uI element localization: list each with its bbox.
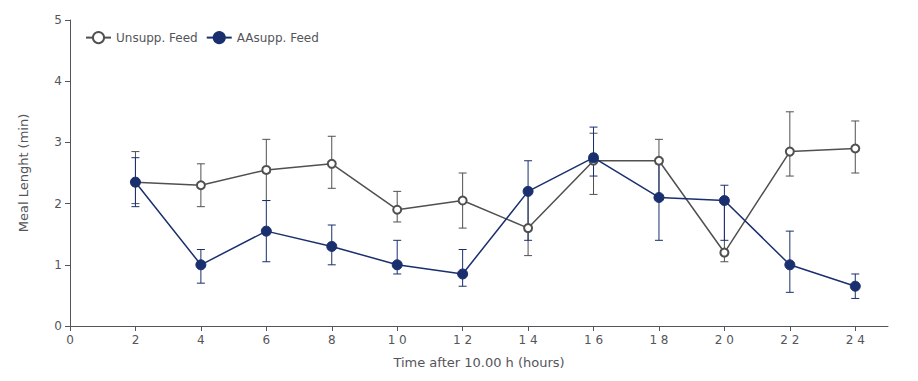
svg-text:2 0: 2 0	[715, 333, 734, 347]
svg-text:Time after 10.00 h (hours): Time after 10.00 h (hours)	[392, 355, 564, 370]
svg-text:1 6: 1 6	[584, 333, 603, 347]
svg-text:Unsupp. Feed: Unsupp. Feed	[116, 31, 198, 45]
svg-text:AAsupp. Feed: AAsupp. Feed	[237, 31, 319, 45]
svg-text:8: 8	[328, 333, 336, 347]
svg-text:4: 4	[54, 74, 62, 88]
svg-text:1 8: 1 8	[649, 333, 668, 347]
svg-text:1 0: 1 0	[388, 333, 407, 347]
svg-text:1 4: 1 4	[519, 333, 538, 347]
svg-text:2 2: 2 2	[780, 333, 799, 347]
svg-text:0: 0	[66, 333, 74, 347]
svg-text:6: 6	[262, 333, 270, 347]
svg-text:2 4: 2 4	[846, 333, 865, 347]
svg-text:2: 2	[54, 197, 62, 211]
svg-text:1: 1	[54, 258, 62, 272]
svg-text:3: 3	[54, 135, 62, 149]
svg-text:Meal Lenght (min): Meal Lenght (min)	[16, 114, 31, 233]
svg-text:2: 2	[132, 333, 140, 347]
svg-text:4: 4	[197, 333, 205, 347]
svg-text:5: 5	[54, 13, 62, 27]
svg-text:0: 0	[54, 319, 62, 333]
svg-text:1 2: 1 2	[453, 333, 472, 347]
